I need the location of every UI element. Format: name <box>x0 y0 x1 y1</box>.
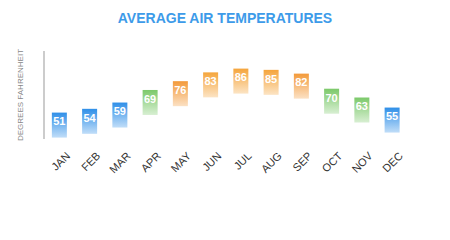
svg-text:70: 70 <box>325 92 337 104</box>
svg-text:OCT: OCT <box>320 149 345 174</box>
svg-text:DEC: DEC <box>380 150 405 175</box>
svg-text:MAY: MAY <box>168 149 193 174</box>
svg-text:AUG: AUG <box>259 150 284 175</box>
svg-text:JUN: JUN <box>200 150 224 174</box>
svg-text:82: 82 <box>295 76 307 88</box>
svg-text:59: 59 <box>114 105 126 117</box>
svg-text:76: 76 <box>174 84 186 96</box>
svg-text:NOV: NOV <box>349 149 375 175</box>
html-text:AVERAGE AIR TEMPERATURES: AVERAGE AIR TEMPERATURES <box>117 10 333 26</box>
svg-text:DEGREES FAHRENHEIT: DEGREES FAHRENHEIT <box>16 49 25 141</box>
svg-text:55: 55 <box>386 110 398 122</box>
svg-text:JUL: JUL <box>231 150 253 172</box>
svg-text:FEB: FEB <box>79 150 103 174</box>
svg-text:54: 54 <box>83 112 96 124</box>
svg-text:63: 63 <box>356 100 368 112</box>
svg-text:51: 51 <box>53 115 65 127</box>
svg-text:APR: APR <box>138 150 163 175</box>
svg-text:MAR: MAR <box>107 150 133 176</box>
svg-text:85: 85 <box>265 73 277 85</box>
svg-text:86: 86 <box>235 71 247 83</box>
svg-text:SEP: SEP <box>290 150 314 174</box>
svg-text:69: 69 <box>144 93 156 105</box>
svg-text:JAN: JAN <box>49 150 72 173</box>
svg-text:83: 83 <box>204 75 216 87</box>
